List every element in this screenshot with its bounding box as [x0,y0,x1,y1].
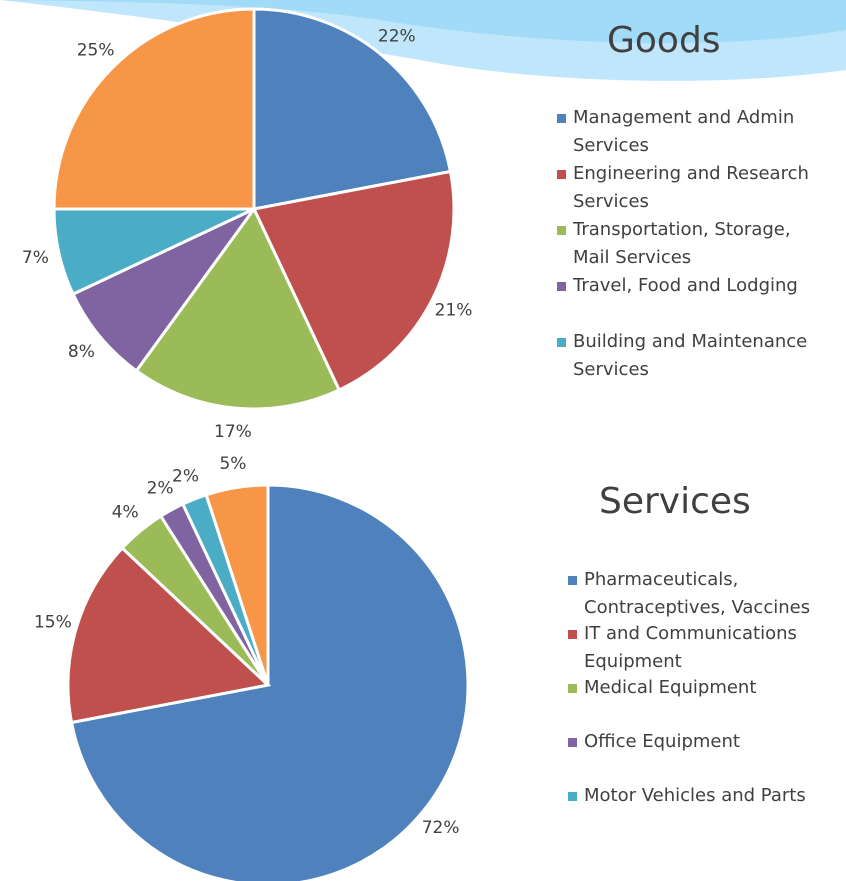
pie-slice [71,207,256,373]
data-label: 8% [68,342,95,362]
legend-label: Medical Equipment [584,677,757,698]
data-label: 72% [422,818,460,838]
data-label: 2% [147,479,174,499]
data-label: 5% [219,454,246,474]
data-label: 15% [34,613,72,633]
legend-label: Transportation, Storage, Mail Services [573,219,791,268]
legend-swatch [557,282,566,291]
legend-item: Motor Vehicles and Parts [568,782,806,810]
legend-swatch [557,114,566,123]
data-label: 17% [214,422,252,442]
legend-swatch [568,630,577,639]
data-label: 25% [77,41,115,61]
pie-slice [69,483,470,881]
legend-item: Medical Equipment [568,674,756,702]
data-label: 7% [22,248,49,268]
legend-item: Travel, Food and Lodging [557,272,798,300]
legend-swatch [557,170,566,179]
pie-slice [252,7,453,211]
legend-swatch [568,738,577,747]
legend-label: Travel, Food and Lodging [573,275,798,296]
pie-slice [204,483,270,686]
legend-item: Management and Admin Services [557,104,819,160]
legend-swatch [568,576,577,585]
legend-item: Building and Maintenance Services [557,328,819,384]
pie-slice [251,169,456,392]
legend-label: Engineering and Research Services [573,163,809,212]
data-label: 4% [112,502,139,522]
legend-label: Pharmaceuticals, Contraceptives, Vaccine… [584,569,811,618]
legend-item: Transportation, Storage, Mail Services [557,216,819,272]
data-label: 22% [378,26,416,46]
legend-swatch [568,792,577,801]
chart-title: Goods [607,20,721,61]
legend-item: IT and Communications Equipment [568,620,830,676]
legend-item: Pharmaceuticals, Contraceptives, Vaccine… [568,566,830,622]
legend-item: Engineering and Research Services [557,160,819,216]
legend-item: Office Equipment [568,728,740,756]
legend-label: Motor Vehicles and Parts [584,785,806,806]
legend-label: Building and Maintenance Services [573,331,808,380]
pie-slice [52,7,256,211]
data-label: 2% [172,467,199,487]
legend-swatch [557,338,566,347]
pie-slice [134,206,342,411]
chart-title: Services [599,481,751,522]
legend-swatch [557,226,566,235]
legend-label: Office Equipment [584,731,740,752]
legend-swatch [568,684,577,693]
legend-label: Management and Admin Services [573,107,795,156]
decor-swoosh [0,0,846,44]
data-label: 21% [435,301,473,321]
pie-slice [66,545,272,725]
legend-label: IT and Communications Equipment [584,623,797,672]
